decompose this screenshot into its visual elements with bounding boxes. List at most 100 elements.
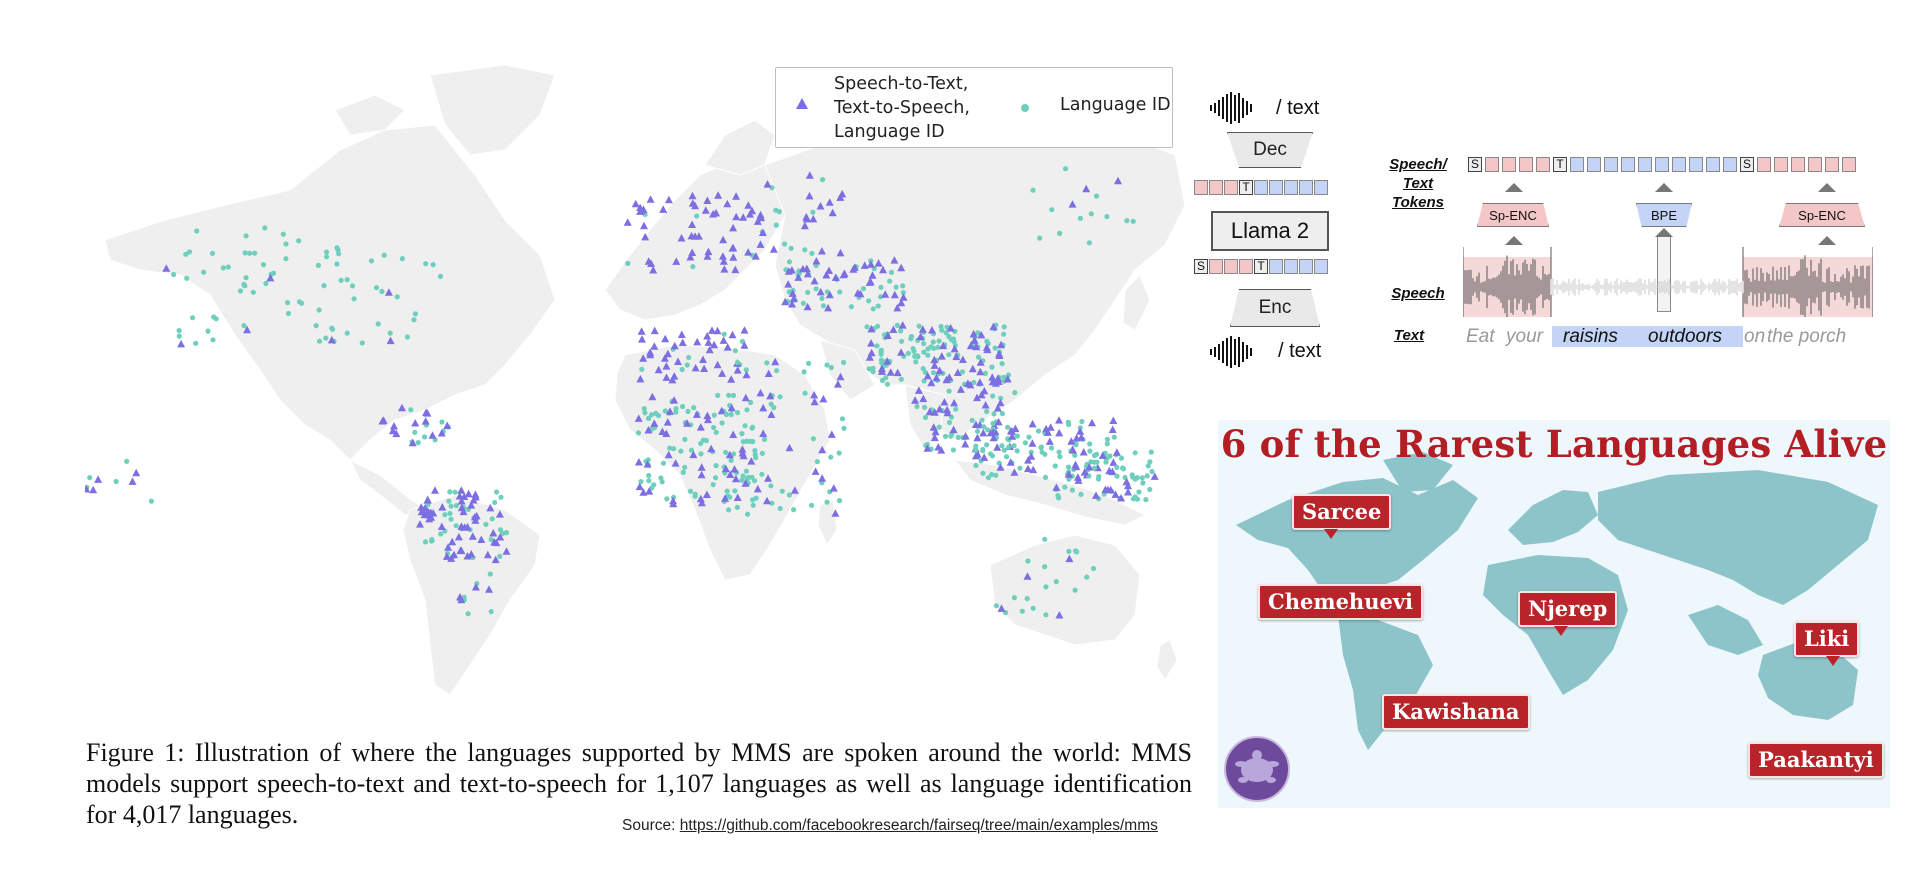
language-triangle-marker <box>691 363 700 372</box>
language-dot-marker <box>483 521 489 527</box>
language-dot-marker <box>437 273 444 279</box>
waveform-bar <box>1250 348 1252 356</box>
language-dot-marker <box>715 392 721 398</box>
language-dot-marker <box>732 348 739 354</box>
language-triangle-marker <box>1077 433 1086 441</box>
language-dot-marker <box>1042 536 1048 542</box>
language-triangle-marker <box>718 369 727 377</box>
language-dot-marker <box>893 284 899 290</box>
language-triangle-marker <box>688 199 697 207</box>
token <box>1502 157 1516 172</box>
language-dot-marker <box>877 294 884 300</box>
language-dot-marker <box>922 404 928 410</box>
waveform-bar <box>1230 92 1232 124</box>
language-triangle-marker <box>177 339 186 348</box>
language-triangle-marker <box>703 196 712 204</box>
language-dot-marker <box>768 401 774 407</box>
language-triangle-marker <box>897 348 906 356</box>
language-triangle-marker <box>1065 554 1074 563</box>
language-dot-marker <box>648 412 655 418</box>
language-dot-marker <box>183 251 189 257</box>
language-dot-marker <box>373 285 380 291</box>
language-triangle-marker <box>866 277 875 286</box>
language-dot-marker <box>359 340 365 346</box>
language-dot-marker <box>900 283 906 289</box>
language-triangle-marker <box>988 373 997 381</box>
language-dot-marker <box>875 303 881 309</box>
landmass <box>1688 605 1763 655</box>
language-triangle-marker <box>692 410 701 418</box>
language-dot-marker <box>190 315 196 321</box>
language-triangle-marker <box>993 443 1002 451</box>
language-dot-marker <box>786 492 793 498</box>
language-triangle-marker <box>741 393 750 402</box>
language-dot-marker <box>448 503 454 509</box>
language-triangle-marker <box>1109 458 1118 466</box>
language-triangle-marker <box>696 423 705 431</box>
language-triangle-marker <box>492 538 501 547</box>
language-dot-marker <box>673 409 679 415</box>
language-triangle-marker <box>899 293 908 301</box>
row-label-speech: Speech <box>1391 285 1445 302</box>
language-triangle-marker <box>719 235 728 244</box>
top-output-label: / text <box>1276 97 1320 119</box>
language-dot-marker <box>680 469 686 475</box>
language-dot-marker <box>1062 484 1068 490</box>
decoder-token-row: T <box>1194 180 1328 195</box>
row-label-tokens-line: Tokens <box>1392 194 1444 211</box>
landmass <box>1508 490 1598 545</box>
language-triangle-marker <box>930 361 939 369</box>
language-triangle-marker <box>463 552 472 560</box>
language-dot-marker <box>913 359 919 365</box>
language-triangle-marker <box>678 338 687 346</box>
language-triangle-marker <box>459 507 468 516</box>
language-dot-marker <box>1120 466 1127 472</box>
language-dot-marker <box>979 417 985 423</box>
language-dot-marker <box>713 475 719 481</box>
language-triangle-marker <box>836 372 845 381</box>
language-triangle-marker <box>703 252 712 260</box>
language-dot-marker <box>429 537 435 543</box>
language-triangle-marker <box>713 326 722 335</box>
language-triangle-marker <box>701 206 710 214</box>
language-triangle-marker <box>660 354 669 362</box>
language-triangle-marker <box>769 245 778 253</box>
language-dot-marker <box>973 447 979 453</box>
language-dot-marker <box>642 410 648 416</box>
language-dot-marker <box>1118 455 1125 461</box>
language-dot-marker <box>439 419 445 425</box>
language-triangle-marker <box>764 369 773 377</box>
token <box>1774 157 1788 172</box>
token <box>1519 157 1533 172</box>
waveform-bar <box>1238 337 1240 367</box>
language-dot-marker <box>1049 207 1055 213</box>
waveform-bar <box>1226 338 1228 366</box>
language-dot-marker <box>735 410 741 416</box>
language-triangle-marker <box>639 354 648 362</box>
language-dot-marker <box>734 504 740 510</box>
language-triangle-marker <box>689 450 698 459</box>
encoder-block: Enc <box>1230 289 1320 327</box>
language-triangle-marker <box>839 270 848 279</box>
language-dot-marker <box>739 477 745 483</box>
language-dot-marker <box>1107 453 1113 459</box>
language-triangle-marker <box>972 451 980 460</box>
language-triangle-marker <box>1043 428 1052 436</box>
language-dot-marker <box>1053 579 1059 585</box>
waveform-bar <box>1214 347 1216 357</box>
language-dot-marker <box>779 488 785 494</box>
language-triangle-marker <box>670 396 679 404</box>
language-dot-marker <box>646 472 652 479</box>
bottom-input-label: / text <box>1278 340 1322 362</box>
language-triangle-marker <box>386 336 395 345</box>
language-triangle-marker <box>980 453 989 461</box>
language-dot-marker <box>645 415 652 421</box>
language-triangle-marker <box>890 290 899 299</box>
language-dot-marker <box>776 209 782 215</box>
language-dot-marker <box>990 393 996 399</box>
language-triangle-marker <box>730 465 739 473</box>
language-triangle-marker <box>162 264 171 272</box>
up-arrow-icon <box>1505 183 1523 192</box>
language-triangle-marker <box>930 408 939 416</box>
source-link[interactable]: https://github.com/facebookresearch/fair… <box>679 817 1158 834</box>
